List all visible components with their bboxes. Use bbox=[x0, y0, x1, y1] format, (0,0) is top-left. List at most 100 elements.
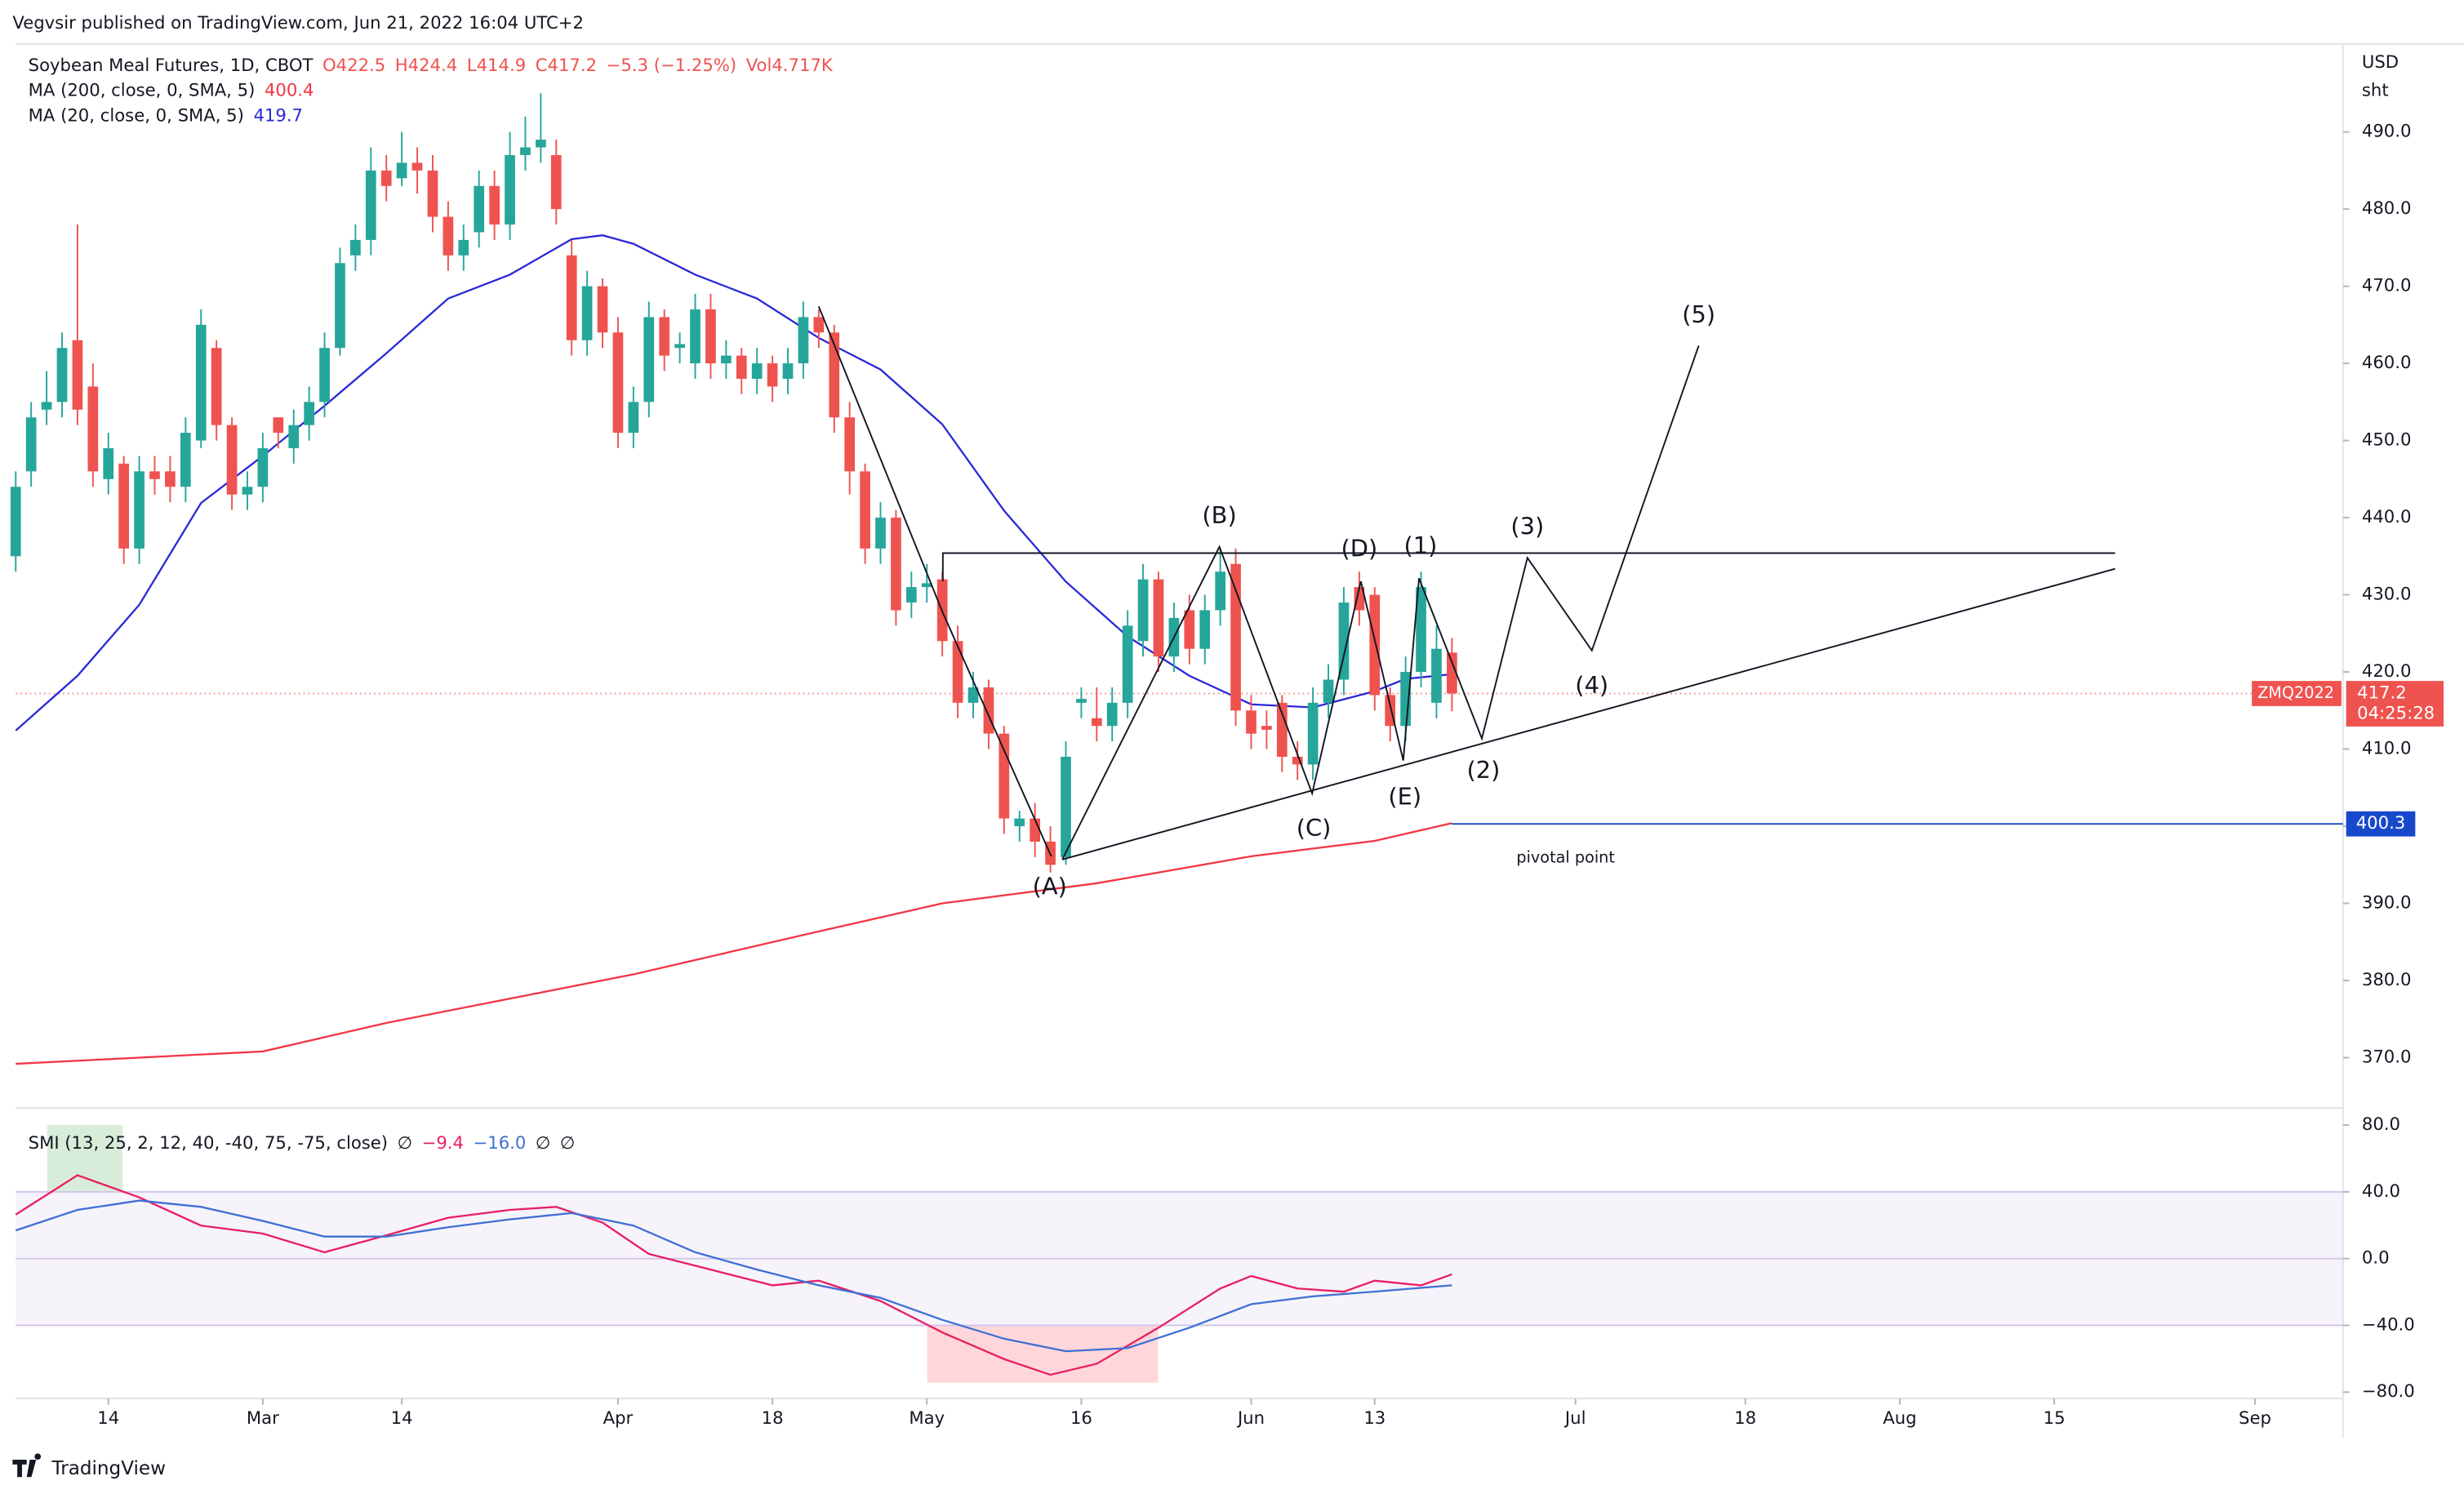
y-tick-label: 420.0 bbox=[2362, 660, 2412, 681]
wave-label: (D) bbox=[1341, 535, 1378, 562]
wave-label: (B) bbox=[1202, 501, 1236, 529]
candle-body bbox=[180, 433, 191, 487]
candle-body bbox=[829, 332, 840, 418]
y-tick-label: 440.0 bbox=[2362, 506, 2412, 527]
candle-body bbox=[1230, 563, 1241, 711]
candle-body bbox=[411, 162, 423, 171]
candle-body bbox=[1184, 610, 1195, 649]
candle-body bbox=[736, 355, 747, 379]
candle-body bbox=[443, 216, 454, 256]
candle-body bbox=[1215, 571, 1225, 611]
candle-body bbox=[350, 239, 361, 256]
candle-body bbox=[1431, 648, 1442, 703]
y-tick-label: −40.0 bbox=[2362, 1314, 2415, 1334]
candle-body bbox=[380, 170, 392, 186]
ma-value: 419.7 bbox=[253, 104, 303, 125]
candle-body bbox=[1137, 579, 1149, 642]
logo: TradingView bbox=[12, 1453, 166, 1479]
smi-title: SMI (13, 25, 2, 12, 40, -40, 75, -75, cl… bbox=[29, 1132, 388, 1153]
wave-label: (3) bbox=[1510, 513, 1544, 540]
candle-body bbox=[396, 162, 407, 179]
candle-body bbox=[87, 386, 99, 472]
candle-body bbox=[304, 402, 314, 425]
indicator-line bbox=[16, 822, 1452, 1065]
candle-body bbox=[1246, 710, 1256, 734]
x-tick-label: 18 bbox=[1734, 1407, 1756, 1428]
candle-body bbox=[149, 471, 160, 479]
wave-path bbox=[1061, 345, 1700, 860]
candle-body bbox=[1276, 702, 1288, 757]
candle-body bbox=[335, 263, 345, 349]
candle-body bbox=[983, 687, 994, 734]
symbol-box bbox=[2252, 681, 2342, 706]
legend-value: O422.5 bbox=[322, 55, 385, 75]
candle-body bbox=[165, 471, 176, 487]
x-tick-label: Mar bbox=[247, 1407, 279, 1428]
candle-body bbox=[705, 309, 716, 364]
candle-body bbox=[489, 185, 500, 225]
marks: 370.0380.0390.0400.0410.0420.0430.0440.0… bbox=[10, 55, 2444, 1428]
x-tick-label: 16 bbox=[1070, 1407, 1092, 1428]
candle-body bbox=[103, 448, 114, 479]
ma-value: 400.4 bbox=[265, 80, 314, 100]
candle-body bbox=[365, 170, 376, 240]
overbought-highlight bbox=[47, 1125, 123, 1191]
decline-wave bbox=[817, 305, 1052, 857]
smi-value: −16.0 bbox=[474, 1132, 527, 1153]
legend-value: −5.3 (−1.25%) bbox=[607, 55, 737, 75]
indicator-line bbox=[15, 1199, 1452, 1353]
y-tick-label: 410.0 bbox=[2362, 738, 2412, 758]
candle-body bbox=[612, 332, 624, 434]
x-tick-label: 14 bbox=[97, 1407, 119, 1428]
candle-body bbox=[875, 518, 886, 549]
y-tick-label: 470.0 bbox=[2362, 275, 2412, 296]
oversold-highlight bbox=[927, 1324, 1159, 1383]
candle-body bbox=[767, 363, 778, 387]
candle-body bbox=[998, 733, 1010, 819]
candle-body bbox=[1030, 818, 1041, 842]
legend: Soybean Meal Futures, 1D, CBOT O422.5 H424… bbox=[29, 55, 834, 75]
candle-body bbox=[751, 363, 763, 379]
smi-value: ∅ bbox=[398, 1132, 412, 1153]
candle-body bbox=[844, 417, 856, 472]
candle-body bbox=[1261, 726, 1272, 730]
candle-body bbox=[1338, 602, 1350, 680]
y-tick-label: 450.0 bbox=[2362, 429, 2412, 450]
candle-body bbox=[1354, 587, 1365, 611]
candle-body bbox=[273, 417, 284, 434]
candle-body bbox=[1292, 756, 1303, 765]
countdown-label: 04:25:28 bbox=[2357, 703, 2435, 723]
unit: sht bbox=[2362, 80, 2389, 100]
candle-body bbox=[581, 286, 593, 340]
candle-body bbox=[659, 317, 670, 356]
legend-value: Vol4.717K bbox=[746, 55, 834, 75]
candle-body bbox=[10, 487, 21, 557]
last-price-box bbox=[2346, 681, 2444, 727]
candle-body bbox=[674, 344, 685, 349]
legend-value: H424.4 bbox=[395, 55, 457, 75]
legend-title: Soybean Meal Futures, 1D, CBOT bbox=[29, 55, 314, 75]
x-tick-label: 14 bbox=[391, 1407, 413, 1428]
candle-body bbox=[1153, 579, 1164, 657]
x-tick-label: 13 bbox=[1363, 1407, 1385, 1428]
candle-body bbox=[782, 363, 794, 379]
candle-body bbox=[921, 583, 932, 588]
pivot-label: pivotal point bbox=[1516, 847, 1615, 866]
candle-body bbox=[1014, 818, 1025, 827]
x-tick-label: 18 bbox=[762, 1407, 784, 1428]
candle-body bbox=[860, 471, 870, 549]
candle-body bbox=[721, 355, 732, 364]
y-tick-label: 380.0 bbox=[2362, 969, 2412, 989]
publisher: Vegvsir published on TradingView.com, Ju… bbox=[12, 12, 584, 33]
candle-body bbox=[226, 425, 238, 495]
wave-label: (5) bbox=[1682, 300, 1715, 328]
y-tick-label: 460.0 bbox=[2362, 352, 2412, 372]
candle-body bbox=[1447, 652, 1457, 694]
candle-body bbox=[597, 286, 608, 333]
y-tick-label: 430.0 bbox=[2362, 584, 2412, 604]
last-price-label: 417.2 bbox=[2357, 682, 2407, 702]
smi-value: ∅ bbox=[536, 1132, 550, 1153]
